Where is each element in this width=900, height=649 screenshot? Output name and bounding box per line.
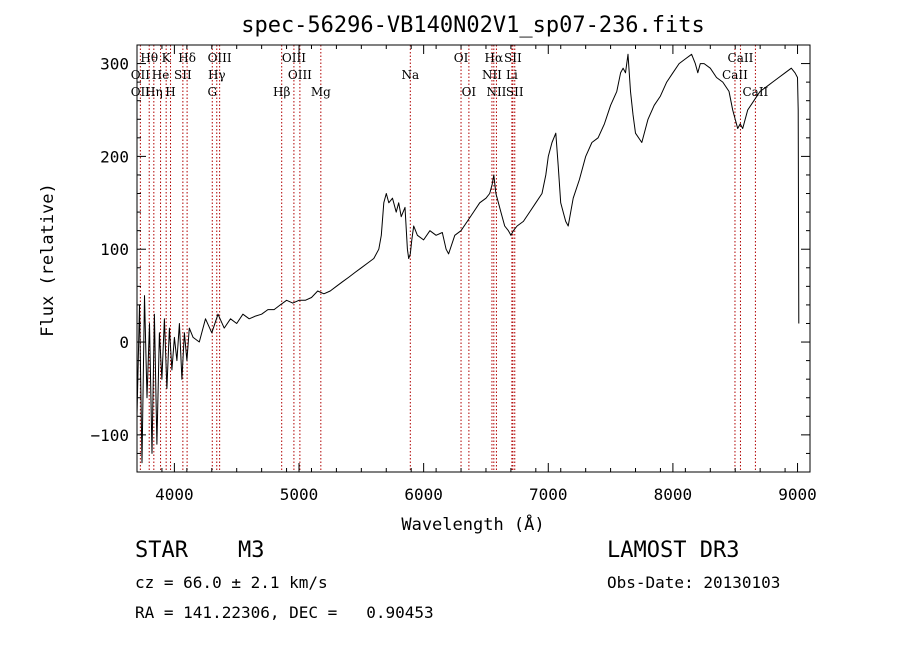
flux-line bbox=[136, 53, 800, 464]
x-tick-label: 9000 bbox=[778, 485, 817, 504]
coordinates: RA = 141.22306, DEC = 0.90453 bbox=[135, 603, 434, 622]
emission-line-label: He bbox=[152, 68, 170, 82]
emission-line-label: Hα bbox=[485, 51, 504, 65]
emission-line-label: OI bbox=[454, 51, 469, 65]
emission-line-label: OIII bbox=[282, 51, 306, 65]
y-axis-label: Flux (relative) bbox=[38, 183, 58, 337]
y-tick-label: 200 bbox=[100, 147, 129, 166]
emission-line-label: Hγ bbox=[208, 68, 226, 82]
y-tick-label: 0 bbox=[119, 333, 129, 352]
emission-line-label: Hθ bbox=[140, 51, 158, 65]
x-tick-label: 7000 bbox=[529, 485, 568, 504]
emission-line-label: NII bbox=[486, 85, 506, 99]
emission-line-label: OI bbox=[462, 85, 477, 99]
emission-line-label: Na bbox=[401, 68, 419, 82]
emission-line-label: OII bbox=[131, 85, 151, 99]
emission-line-label: CaII bbox=[728, 51, 754, 65]
flux-series bbox=[136, 53, 800, 464]
emission-line-label: H bbox=[165, 85, 175, 99]
emission-line-label: K bbox=[162, 51, 172, 65]
emission-line-label: CaII bbox=[742, 85, 768, 99]
y-tick-label: −100 bbox=[90, 426, 129, 445]
emission-line-label: SII bbox=[174, 68, 192, 82]
y-tick-label: 300 bbox=[100, 55, 129, 74]
emission-line-label: SII bbox=[504, 51, 522, 65]
x-tick-label: 8000 bbox=[654, 485, 693, 504]
emission-line-label: OIII bbox=[288, 68, 312, 82]
emission-line-label: Mg bbox=[311, 85, 331, 99]
redshift-velocity: cz = 66.0 ± 2.1 km/s bbox=[135, 573, 328, 592]
emission-line-label: SII bbox=[506, 85, 524, 99]
plot-frame bbox=[136, 44, 811, 473]
emission-line-label: Li bbox=[506, 68, 518, 82]
survey-name: LAMOST DR3 bbox=[607, 538, 740, 563]
x-tick-label: 4000 bbox=[155, 485, 194, 504]
emission-line-label: CaII bbox=[722, 68, 748, 82]
emission-line-label: G bbox=[207, 85, 217, 99]
axis-ticks: 4000 5000 6000 7000 8000 9000 −100 0 100 200 300 bbox=[90, 44, 817, 504]
object-subclass: M3 bbox=[238, 538, 265, 563]
observation-date: Obs-Date: 20130103 bbox=[607, 573, 781, 592]
object-type: STAR bbox=[135, 538, 188, 563]
emission-line-label: Hη bbox=[145, 85, 163, 99]
emission-line-label: Hδ bbox=[178, 51, 196, 65]
x-tick-label: 5000 bbox=[280, 485, 319, 504]
chart-title: spec-56296-VB140N02V1_sp07-236.fits bbox=[241, 13, 705, 38]
y-tick-label: 100 bbox=[100, 240, 129, 259]
emission-line-label: NII bbox=[482, 68, 502, 82]
emission-line-markers bbox=[139, 45, 756, 472]
emission-line-label: Hβ bbox=[273, 85, 290, 99]
x-axis-label: Wavelength (Å) bbox=[401, 513, 544, 535]
emission-line-label: OII bbox=[131, 68, 151, 82]
x-tick-label: 6000 bbox=[404, 485, 443, 504]
emission-line-label: OIII bbox=[208, 51, 232, 65]
